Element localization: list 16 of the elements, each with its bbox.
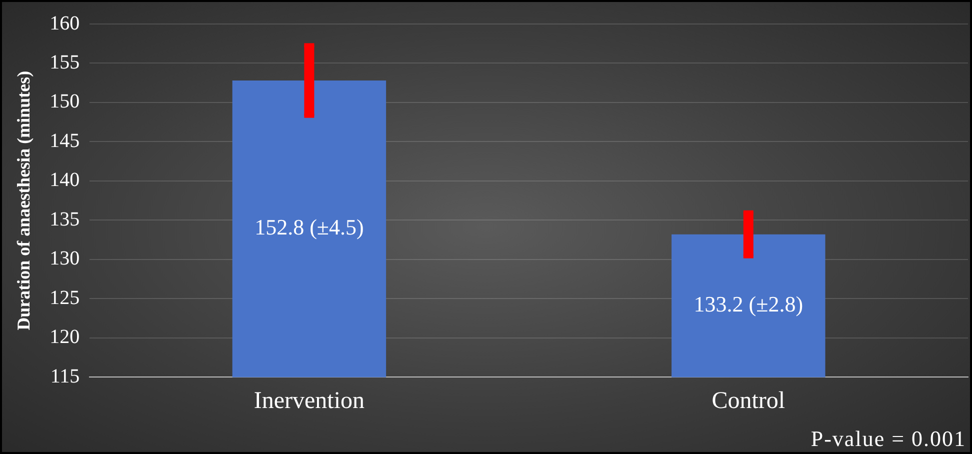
y-axis-title: Duration of anaesthesia (minutes) [13, 70, 34, 330]
y-tick-label: 115 [50, 365, 80, 388]
y-tick-label: 130 [50, 248, 80, 270]
y-tick-label: 145 [50, 130, 80, 152]
x-tick-label: Control [712, 388, 786, 414]
y-tick-label: 125 [50, 286, 80, 309]
data-label: 133.2 (±2.8) [694, 292, 804, 317]
text: P-value = 0.001 [810, 426, 966, 452]
y-tick-label: 120 [50, 326, 80, 348]
y-tick-label: 135 [50, 208, 80, 230]
y-tick-label: 155 [50, 51, 80, 74]
x-tick-label: Inervention [254, 388, 365, 414]
y-tick-label: 150 [50, 90, 80, 113]
y-tick-label: 160 [50, 12, 80, 34]
data-label: 152.8 (±4.5) [254, 214, 364, 240]
y-tick-label: 140 [50, 169, 80, 192]
